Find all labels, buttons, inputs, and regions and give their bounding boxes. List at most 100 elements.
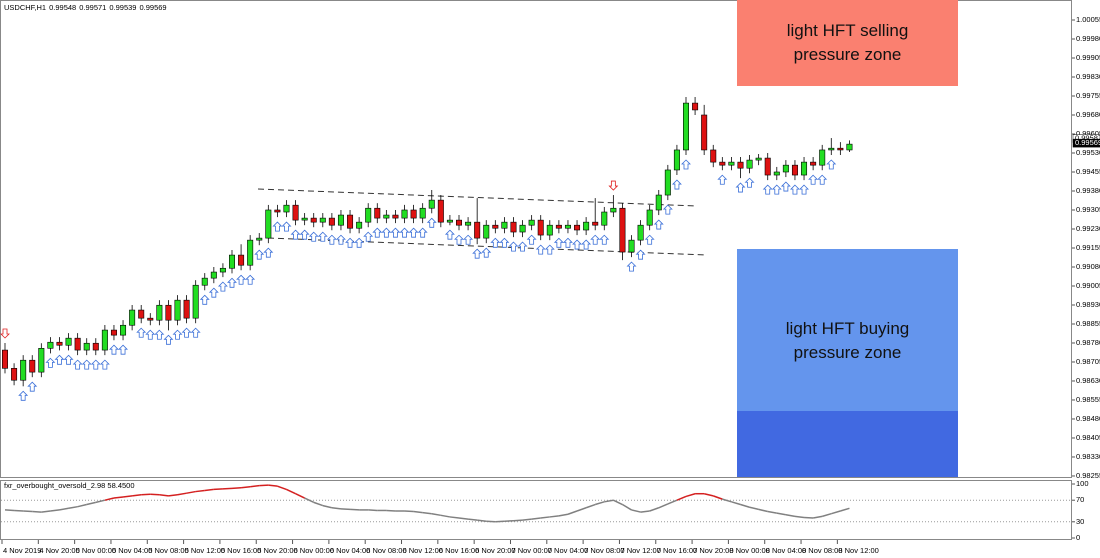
candle-body: [74, 337, 81, 351]
candle-body: [610, 207, 617, 213]
y-tick-label: 0.99305: [1076, 205, 1100, 214]
buy-arrow: [308, 231, 319, 242]
oscillator-segment: [576, 507, 587, 512]
buy-arrow: [717, 174, 728, 185]
candle-body: [637, 224, 644, 241]
y-tick-label: 0.98255: [1076, 471, 1100, 480]
oscillator-segment: [268, 484, 278, 487]
oscillator-segment: [340, 508, 351, 511]
buy-arrow: [118, 344, 129, 355]
x-tick-label: 8 Nov 12:00: [838, 546, 878, 555]
buy-arrow: [635, 249, 646, 260]
candle-body: [537, 219, 544, 236]
buy-arrow: [199, 294, 210, 305]
y-tick-label: 0.98855: [1076, 319, 1100, 328]
oscillator-segment: [32, 510, 42, 513]
buy-arrow: [208, 287, 219, 298]
candle-body: [283, 204, 290, 213]
oscillator-segment: [594, 501, 605, 506]
oscillator-segment: [104, 497, 115, 501]
channel-upper: [257, 188, 697, 207]
oscillator-segment: [658, 503, 669, 509]
oscillator-segment: [368, 509, 378, 512]
candle-body: [319, 217, 326, 223]
y-tick-label: 0.99155: [1076, 243, 1100, 252]
oscillator-segment: [286, 488, 296, 495]
candle-body: [510, 221, 517, 233]
oscillator-segment: [431, 512, 441, 517]
candle-body: [801, 161, 808, 176]
oscillator-segment: [50, 509, 60, 512]
oscillator-segment: [277, 485, 287, 491]
buy-arrow: [45, 357, 56, 368]
oscillator-segment: [95, 499, 106, 504]
oscillator-segment: [749, 506, 759, 511]
candle-body: [247, 239, 254, 266]
oscillator-segment: [231, 487, 242, 490]
oscillator-segment: [250, 484, 260, 488]
candle-body: [428, 199, 435, 209]
oscillator-segment: [23, 510, 33, 513]
y-tick-label: 70: [1076, 495, 1084, 504]
buy-arrow: [581, 239, 592, 250]
x-tick-label: 5 Nov 00:00: [76, 546, 116, 555]
candle-body: [655, 194, 662, 211]
oscillator-segment: [204, 488, 214, 492]
candle-body: [38, 348, 45, 373]
x-tick-label: 7 Nov 20:00: [693, 546, 733, 555]
buy-arrow: [735, 182, 746, 193]
indicator-title: fxr_overbought_oversold_2.98 58.4500: [4, 481, 135, 490]
candle-body: [392, 214, 399, 219]
candle-body: [710, 149, 717, 163]
candle-body: [483, 224, 490, 239]
buy-arrow: [671, 179, 682, 190]
candle-body: [528, 219, 535, 226]
buy-arrow: [463, 234, 474, 245]
candle-body: [129, 309, 136, 326]
candle-body: [646, 209, 653, 226]
buy-arrow: [808, 174, 819, 185]
buy-arrow: [326, 234, 337, 245]
buy-arrow: [163, 334, 174, 345]
candle-body: [183, 299, 190, 319]
buy-arrow: [444, 229, 455, 240]
candle-body: [664, 169, 671, 196]
oscillator-segment: [585, 503, 596, 509]
x-tick-label: 5 Nov 16:00: [221, 546, 261, 555]
candle-body: [383, 214, 390, 219]
oscillator-segment: [413, 510, 423, 514]
oscillator-segment: [467, 518, 478, 521]
buy-arrow: [90, 359, 101, 370]
oscillator-segment: [712, 495, 723, 500]
x-tick-label: 7 Nov 04:00: [548, 546, 588, 555]
candle-body: [401, 209, 408, 219]
candle-body: [56, 341, 63, 346]
x-tick-label: 6 Nov 20:00: [475, 546, 515, 555]
x-tick-label: 5 Nov 12:00: [185, 546, 225, 555]
symbol: USDCHF,H1: [4, 3, 47, 12]
candle-body: [265, 209, 272, 239]
oscillator-segment: [59, 507, 69, 511]
buy-arrow: [290, 229, 301, 240]
candle-body: [374, 207, 381, 219]
candle-body: [301, 217, 308, 221]
oscillator-segment: [186, 490, 196, 494]
buy-arrow: [408, 227, 419, 238]
oscillator-segment: [676, 495, 687, 501]
oscillator-segment: [613, 499, 623, 506]
buy-arrow: [72, 359, 83, 370]
candle-body: [47, 341, 54, 349]
y-tick-label: 0.99005: [1076, 281, 1100, 290]
buy-arrow: [81, 359, 92, 370]
buy-arrow: [517, 241, 528, 252]
x-tick-label: 5 Nov 08:00: [148, 546, 188, 555]
candle-body: [101, 329, 108, 351]
oscillator-segment: [113, 496, 124, 499]
buy-arrow: [789, 184, 800, 195]
oscillator-segment: [622, 503, 632, 511]
oscillator-segment: [821, 512, 832, 518]
